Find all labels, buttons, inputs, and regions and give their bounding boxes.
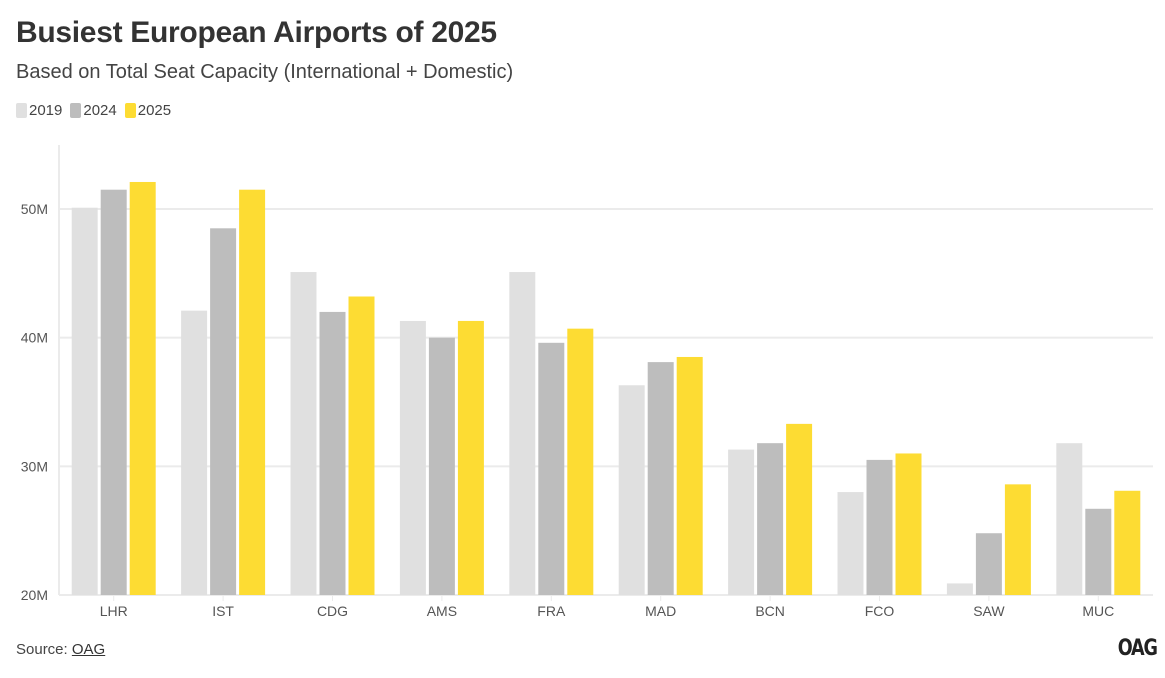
y-tick-label: 30M	[21, 458, 48, 474]
bar-mad-2024[interactable]	[647, 362, 674, 595]
bar-mad-2019[interactable]	[618, 385, 645, 595]
x-tick-label: BCN	[755, 603, 785, 619]
legend-label-2025: 2025	[137, 102, 172, 119]
bar-saw-2024[interactable]	[975, 533, 1002, 595]
x-tick-label: IST	[212, 603, 234, 619]
bar-fco-2019[interactable]	[837, 492, 864, 595]
bar-ams-2025[interactable]	[457, 320, 484, 595]
legend-item-2025[interactable]: 2025	[124, 102, 172, 119]
bar-lhr-2019[interactable]	[71, 207, 98, 596]
legend-item-2019[interactable]: 2019	[16, 102, 62, 119]
chart-subtitle: Based on Total Seat Capacity (Internatio…	[16, 61, 514, 83]
bar-bcn-2019[interactable]	[728, 449, 755, 595]
legend-swatch-2019	[16, 103, 27, 118]
source-note: Source: OAG	[16, 641, 105, 658]
bar-fra-2025[interactable]	[567, 328, 594, 595]
bar-muc-2019[interactable]	[1056, 443, 1083, 595]
bar-muc-2024[interactable]	[1085, 508, 1112, 595]
legend-label-2024: 2024	[83, 102, 117, 119]
bar-fra-2024[interactable]	[538, 342, 565, 595]
bar-ams-2024[interactable]	[428, 337, 455, 595]
bar-cdg-2024[interactable]	[319, 311, 346, 595]
bar-lhr-2025[interactable]	[129, 181, 156, 596]
x-tick-label: LHR	[100, 603, 128, 619]
source-label: Source:	[16, 641, 68, 658]
y-tick-label: 40M	[21, 330, 48, 346]
bar-saw-2019[interactable]	[946, 583, 973, 595]
bar-saw-2025[interactable]	[1004, 484, 1031, 595]
legend: 2019 2024 2025	[16, 102, 171, 119]
x-tick-label: MUC	[1082, 603, 1114, 619]
x-tick-label: SAW	[973, 603, 1005, 619]
bar-ams-2019[interactable]	[399, 320, 426, 595]
bar-ist-2024[interactable]	[210, 228, 237, 596]
x-tick-label: AMS	[427, 603, 457, 619]
source-link[interactable]: OAG	[71, 641, 106, 658]
bars	[71, 181, 1141, 596]
bar-bcn-2025[interactable]	[786, 423, 813, 595]
oag-logo: OAG	[1118, 636, 1158, 661]
bar-cdg-2025[interactable]	[348, 296, 375, 595]
bar-mad-2025[interactable]	[676, 356, 703, 595]
bar-fco-2024[interactable]	[866, 459, 893, 595]
bar-lhr-2024[interactable]	[100, 189, 127, 595]
bar-fra-2019[interactable]	[509, 272, 536, 595]
bar-muc-2025[interactable]	[1114, 490, 1141, 595]
y-tick-label: 20M	[21, 587, 48, 603]
x-tick-label: CDG	[317, 603, 348, 619]
x-tick-label: MAD	[645, 603, 676, 619]
bar-ist-2019[interactable]	[181, 310, 208, 595]
bar-cdg-2019[interactable]	[290, 272, 317, 595]
chart-title: Busiest European Airports of 2025	[16, 16, 497, 49]
legend-item-2024[interactable]: 2024	[70, 102, 117, 119]
x-tick-label: FRA	[537, 603, 566, 619]
x-tick-label: FCO	[865, 603, 895, 619]
bar-bcn-2024[interactable]	[757, 443, 784, 595]
legend-swatch-2024	[70, 103, 82, 118]
legend-label-2019: 2019	[29, 102, 63, 119]
axes: 20M 30M 40M 50M LHR IST CDG AMS FRA MAD BCN FCO SAW M…	[21, 145, 1114, 619]
y-tick-label: 50M	[21, 201, 48, 217]
bar-ist-2025[interactable]	[239, 189, 266, 595]
legend-swatch-2025	[124, 103, 136, 118]
bar-fco-2025[interactable]	[895, 453, 922, 595]
